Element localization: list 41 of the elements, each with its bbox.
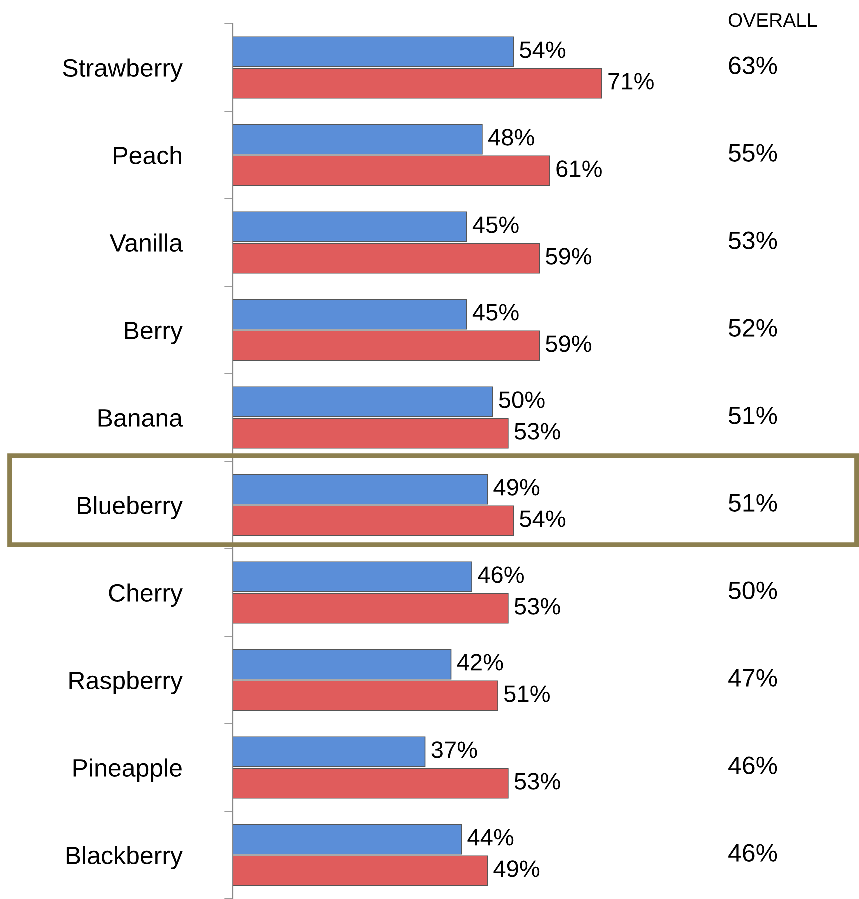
text: 50%	[729, 582, 778, 600]
text: 63%	[729, 56, 778, 74]
data-label: 54%	[520, 42, 566, 58]
data-label: 45%	[472, 216, 519, 234]
text: 51%	[729, 494, 778, 512]
data-label: 53%	[514, 773, 560, 790]
y-tick-label: Cherry	[109, 584, 183, 607]
y-tick-label: Vanilla	[110, 234, 183, 252]
data-label: 42%	[457, 654, 504, 671]
data-label: 49%	[494, 479, 540, 496]
data-label: 50%	[499, 392, 545, 408]
y-tick-label: Raspberry	[70, 671, 183, 694]
text: 46%	[728, 844, 778, 862]
data-label: 61%	[556, 160, 602, 178]
y-tick-label: Pineapple	[74, 758, 182, 782]
text: 47%	[728, 669, 778, 687]
data-label: 45%	[472, 304, 519, 321]
text: 51%	[729, 406, 778, 424]
text: 53%	[729, 232, 778, 250]
data-label: 53%	[514, 423, 560, 440]
data-label: 49%	[494, 860, 540, 878]
data-label: 48%	[488, 129, 534, 146]
y-tick-label: Strawberry	[63, 58, 183, 82]
y-tick-label: Peach	[114, 146, 182, 165]
text: 55%	[729, 144, 778, 162]
data-label: 71%	[608, 73, 654, 90]
text: 46%	[728, 756, 778, 774]
data-label: 59%	[546, 248, 592, 265]
data-label: 54%	[520, 510, 566, 528]
y-tick-label: Berry	[125, 322, 183, 344]
y-tick-label: Banana	[98, 410, 184, 428]
data-label: 59%	[546, 336, 592, 352]
data-label: 53%	[514, 598, 560, 615]
data-label: 51%	[504, 686, 550, 702]
data-label: 46%	[478, 566, 524, 584]
text: OVERALL	[728, 13, 818, 28]
data-label: 37%	[432, 742, 478, 758]
y-tick-label: Blueberry	[78, 496, 183, 520]
text: 52%	[729, 319, 778, 337]
y-tick-label: Blackberry	[66, 846, 183, 870]
data-label: 44%	[468, 829, 514, 846]
